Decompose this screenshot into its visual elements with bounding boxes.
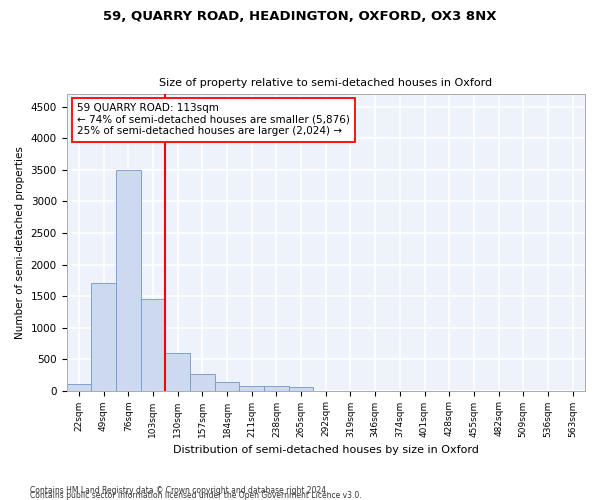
Bar xyxy=(215,382,239,390)
Text: 59 QUARRY ROAD: 113sqm
← 74% of semi-detached houses are smaller (5,876)
25% of : 59 QUARRY ROAD: 113sqm ← 74% of semi-det… xyxy=(77,103,350,136)
Text: Contains HM Land Registry data © Crown copyright and database right 2024.: Contains HM Land Registry data © Crown c… xyxy=(30,486,329,495)
Y-axis label: Number of semi-detached properties: Number of semi-detached properties xyxy=(15,146,25,339)
Bar xyxy=(239,386,264,390)
Text: Contains public sector information licensed under the Open Government Licence v3: Contains public sector information licen… xyxy=(30,491,362,500)
X-axis label: Distribution of semi-detached houses by size in Oxford: Distribution of semi-detached houses by … xyxy=(173,445,479,455)
Bar xyxy=(116,170,140,390)
Bar xyxy=(264,386,289,390)
Bar xyxy=(289,388,313,390)
Bar xyxy=(91,284,116,391)
Bar xyxy=(165,353,190,391)
Bar xyxy=(67,384,91,390)
Text: 59, QUARRY ROAD, HEADINGTON, OXFORD, OX3 8NX: 59, QUARRY ROAD, HEADINGTON, OXFORD, OX3… xyxy=(103,10,497,23)
Bar xyxy=(140,299,165,390)
Title: Size of property relative to semi-detached houses in Oxford: Size of property relative to semi-detach… xyxy=(159,78,493,88)
Bar xyxy=(190,374,215,390)
